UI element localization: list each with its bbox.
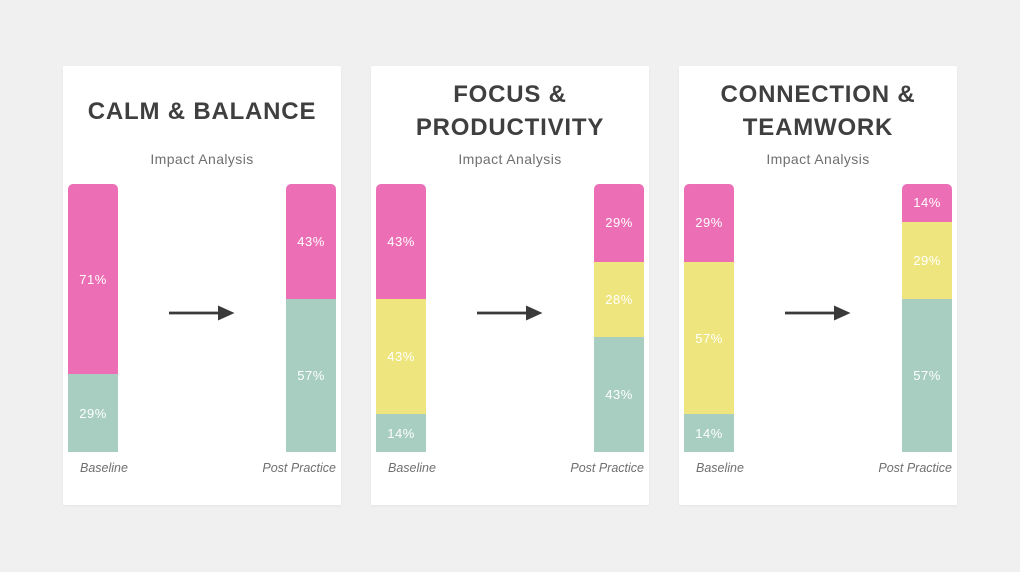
segment-value-label: 29% — [605, 215, 633, 231]
segment-value-label: 57% — [695, 330, 723, 346]
panel-subtitle: Impact Analysis — [150, 151, 254, 167]
category-label-baseline: Baseline — [80, 461, 128, 475]
segment-value-label: 29% — [79, 405, 107, 421]
panel-subtitle: Impact Analysis — [766, 151, 870, 167]
bar-segment-yellow: 57% — [684, 261, 734, 415]
bar-segment-teal: 14% — [376, 414, 426, 452]
segment-value-label: 43% — [297, 234, 325, 250]
bar-segment-teal: 57% — [902, 299, 952, 452]
segment-value-label: 14% — [387, 425, 415, 441]
bar-segment-pink: 14% — [902, 184, 952, 222]
bar-segment-teal: 14% — [684, 414, 734, 452]
card-calm-balance: CALM & BALANCE Impact Analysis 71% 29% 43… — [63, 66, 341, 505]
segment-value-label: 71% — [79, 271, 107, 287]
category-labels: Baseline Post Practice — [68, 461, 336, 476]
category-label-post-practice: Post Practice — [878, 461, 952, 475]
bar-segment-teal: 57% — [286, 299, 336, 452]
panel-title-line: PRODUCTIVITY — [415, 114, 605, 141]
segment-value-label: 29% — [913, 252, 941, 268]
bar-segment-pink: 29% — [684, 184, 734, 262]
panel-title-line: CONNECTION & — [720, 81, 916, 108]
arrow-right-icon — [169, 305, 235, 321]
bar-segment-yellow: 28% — [594, 261, 644, 337]
stacked-bar-chart: 71% 29% 43% 57% — [68, 184, 336, 452]
bar-segment-teal: 43% — [594, 336, 644, 452]
baseline-bar: 29% 57% 14% — [684, 184, 734, 452]
panel-title-line: CALM & BALANCE — [87, 97, 317, 125]
stacked-bar-chart: 43% 43% 14% 29% 28% 43% — [376, 184, 644, 452]
bar-segment-yellow: 29% — [902, 221, 952, 300]
panel-title-line: TEAMWORK — [742, 114, 894, 141]
bar-segment-teal: 29% — [68, 374, 118, 452]
post-practice-bar: 14% 29% 57% — [902, 184, 952, 452]
panel-title: CONNECTION & TEAMWORK — [684, 72, 952, 150]
category-label-post-practice: Post Practice — [570, 461, 644, 475]
baseline-bar: 71% 29% — [68, 184, 118, 452]
category-label-baseline: Baseline — [696, 461, 744, 475]
panel-title: FOCUS & PRODUCTIVITY — [376, 72, 644, 150]
bar-segment-yellow: 43% — [376, 299, 426, 415]
segment-value-label: 57% — [913, 368, 941, 384]
segment-value-label: 43% — [387, 234, 415, 250]
segment-value-label: 43% — [605, 386, 633, 402]
post-practice-bar: 43% 57% — [286, 184, 336, 452]
category-labels: Baseline Post Practice — [376, 461, 644, 476]
segment-value-label: 29% — [695, 215, 723, 231]
segment-value-label: 14% — [913, 195, 941, 211]
panel-title: CALM & BALANCE — [68, 72, 336, 150]
card-focus-productivity: FOCUS & PRODUCTIVITY Impact Analysis 43% 4… — [371, 66, 649, 505]
arrow-right-icon — [785, 305, 851, 321]
bar-segment-pink: 43% — [376, 184, 426, 300]
bar-segment-pink: 29% — [594, 184, 644, 262]
segment-value-label: 57% — [297, 368, 325, 384]
category-label-post-practice: Post Practice — [262, 461, 336, 475]
bar-segment-pink: 43% — [286, 184, 336, 300]
category-labels: Baseline Post Practice — [684, 461, 952, 476]
panel-subtitle: Impact Analysis — [458, 151, 562, 167]
segment-value-label: 43% — [387, 349, 415, 365]
post-practice-bar: 29% 28% 43% — [594, 184, 644, 452]
card-connection-teamwork: CONNECTION & TEAMWORK Impact Analysis 29%… — [679, 66, 957, 505]
arrow-right-icon — [477, 305, 543, 321]
category-label-baseline: Baseline — [388, 461, 436, 475]
panel-title-line: FOCUS & — [453, 81, 567, 108]
baseline-bar: 43% 43% 14% — [376, 184, 426, 452]
segment-value-label: 28% — [605, 291, 633, 307]
segment-value-label: 14% — [695, 425, 723, 441]
stacked-bar-chart: 29% 57% 14% 14% 29% 57% — [684, 184, 952, 452]
bar-segment-pink: 71% — [68, 184, 118, 375]
